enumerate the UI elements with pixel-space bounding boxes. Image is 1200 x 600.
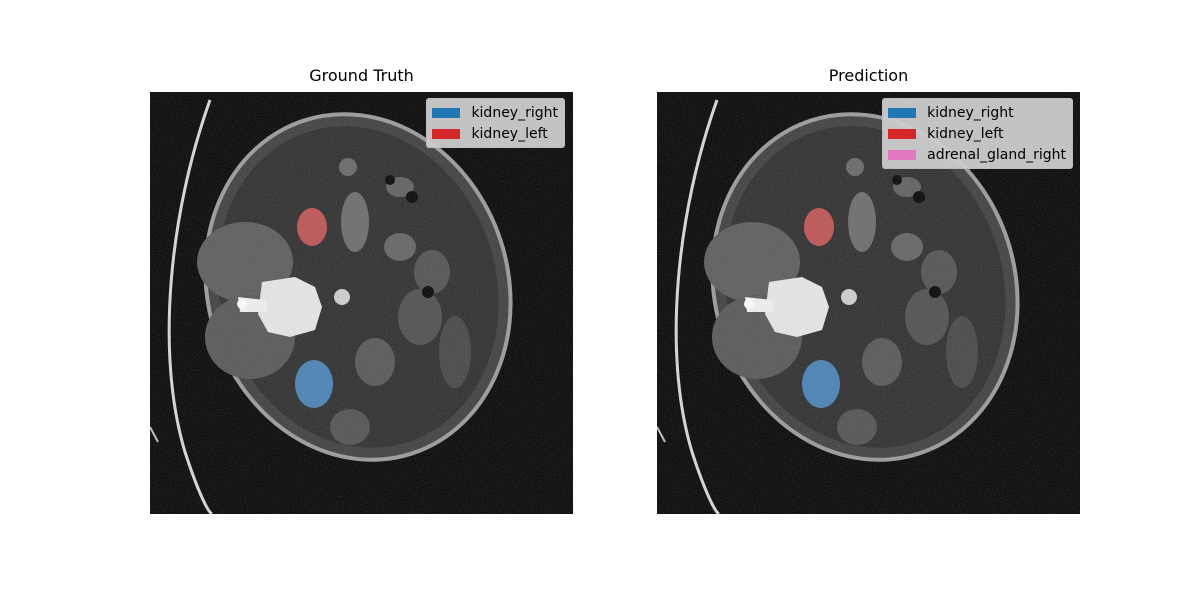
ground-truth-ct-image — [150, 92, 573, 514]
prediction-panel: Prediction kidney_right kidney_left adre… — [657, 0, 1080, 600]
legend-item: kidney_left — [888, 123, 1066, 144]
ground-truth-panel: Ground Truth kidney_right kidney_left — [150, 0, 573, 600]
legend-label: kidney_right — [471, 104, 558, 121]
adrenal-gland-right-swatch — [888, 149, 917, 160]
legend-label: kidney_left — [927, 125, 1004, 142]
kidney-left-overlay — [297, 208, 327, 246]
kidney-left-overlay — [804, 208, 834, 246]
ground-truth-legend: kidney_right kidney_left — [426, 98, 565, 148]
kidney-right-swatch — [432, 107, 461, 118]
legend-item: kidney_left — [432, 123, 558, 144]
kidney-right-swatch — [888, 107, 917, 118]
ground-truth-title: Ground Truth — [309, 66, 414, 85]
legend-item: adrenal_gland_right — [888, 144, 1066, 165]
legend-item: kidney_right — [888, 102, 1066, 123]
legend-item: kidney_right — [432, 102, 558, 123]
kidney-right-overlay — [295, 360, 333, 408]
kidney-right-overlay — [802, 360, 840, 408]
legend-label: kidney_right — [927, 104, 1014, 121]
kidney-left-swatch — [888, 128, 917, 139]
kidney-left-swatch — [432, 128, 461, 139]
legend-label: adrenal_gland_right — [927, 146, 1066, 163]
prediction-legend: kidney_right kidney_left adrenal_gland_r… — [882, 98, 1073, 169]
legend-label: kidney_left — [471, 125, 548, 142]
prediction-title: Prediction — [828, 66, 909, 85]
